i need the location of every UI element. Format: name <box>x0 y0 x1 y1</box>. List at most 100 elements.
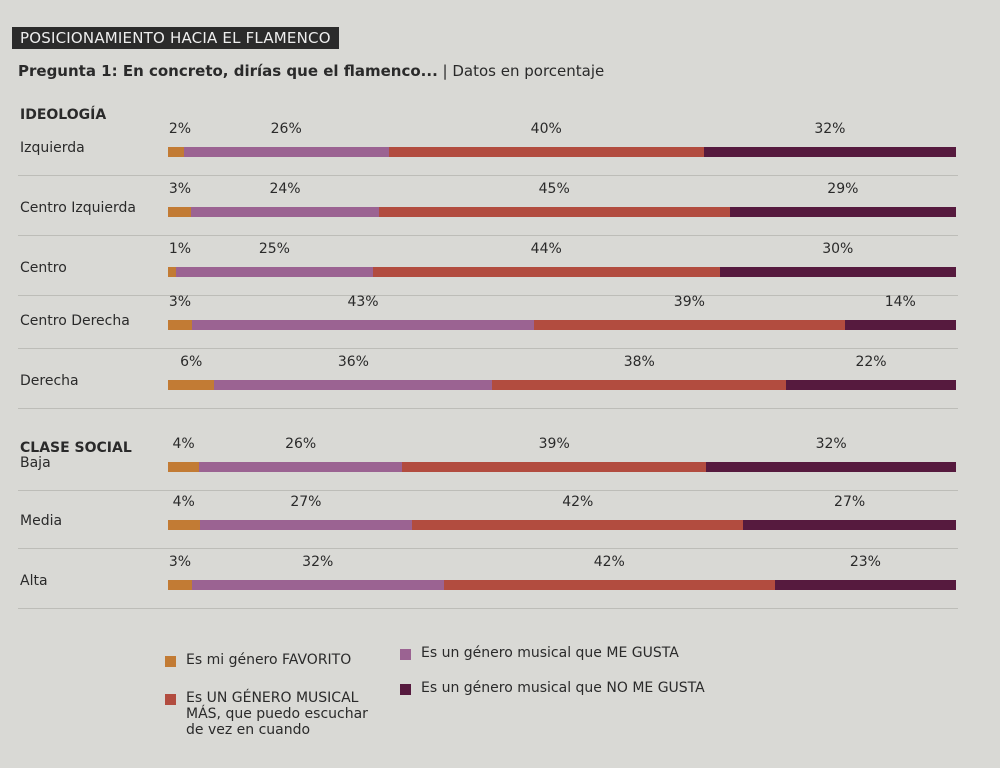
legend-label: Es un género musical que ME GUSTA <box>421 645 679 661</box>
stacked-bar <box>168 320 956 330</box>
data-label: 3% <box>168 181 192 197</box>
legend-label: Es mi género FAVORITO <box>186 652 352 668</box>
bar-segment <box>786 380 956 390</box>
stacked-bar <box>168 580 956 590</box>
legend-swatch <box>165 694 176 705</box>
bar-segment <box>372 267 720 277</box>
data-label: 4% <box>172 436 195 452</box>
data-label: 24% <box>269 181 301 197</box>
bar-segment <box>378 207 730 217</box>
row-separator <box>18 608 958 609</box>
bar-segment <box>534 320 845 330</box>
stacked-bar <box>168 380 956 390</box>
data-label: 32% <box>814 121 846 137</box>
data-label: 32% <box>815 436 847 452</box>
row-label: Derecha <box>20 373 79 389</box>
row-separator <box>18 408 958 409</box>
bar-segment <box>168 380 215 390</box>
bar-segment <box>743 520 956 530</box>
data-unit-note: | Datos en porcentaje <box>437 62 605 80</box>
stacked-bar <box>168 462 956 472</box>
legend-item: Es UN GÉNERO MUSICAL MÁS, que puedo escu… <box>165 690 386 738</box>
bar-segment <box>168 580 192 590</box>
stacked-bar <box>168 520 956 530</box>
data-label: 26% <box>270 121 302 137</box>
bar-segment <box>774 580 956 590</box>
data-label: 30% <box>822 241 854 257</box>
row-separator <box>18 175 958 176</box>
section-title: CLASE SOCIAL <box>20 440 132 456</box>
data-label: 6% <box>180 354 203 370</box>
row-separator <box>18 490 958 491</box>
bar-segment <box>402 462 707 472</box>
row-label: Centro Izquierda <box>20 200 136 216</box>
bar-segment <box>168 147 184 157</box>
data-label: 3% <box>168 294 192 310</box>
data-label: 14% <box>884 294 916 310</box>
row-label: Media <box>20 513 63 529</box>
data-label: 40% <box>530 121 562 137</box>
stacked-bar <box>168 147 956 157</box>
bar-segment <box>719 267 956 277</box>
legend-label: Es UN GÉNERO MUSICAL MÁS, que puedo escu… <box>186 690 368 738</box>
data-label: 42% <box>562 494 594 510</box>
stacked-bar <box>168 207 956 217</box>
bar-segment <box>191 580 444 590</box>
bar-segment <box>844 320 956 330</box>
data-label: 43% <box>347 294 379 310</box>
bar-segment <box>175 267 373 277</box>
bar-segment <box>388 147 704 157</box>
data-label: 45% <box>538 181 570 197</box>
row-separator <box>18 235 958 236</box>
row-separator <box>18 348 958 349</box>
data-label: 42% <box>593 554 625 570</box>
question-text: Pregunta 1: En concreto, dirías que el f… <box>18 62 438 80</box>
data-label: 2% <box>168 121 192 137</box>
data-label: 27% <box>290 494 322 510</box>
bar-segment <box>199 462 403 472</box>
bar-segment <box>168 267 176 277</box>
row-label: Centro Derecha <box>20 313 130 329</box>
section-title: IDEOLOGÍA <box>20 107 107 123</box>
row-label: Alta <box>20 573 48 589</box>
row-label: Baja <box>20 455 51 471</box>
bar-segment <box>191 207 379 217</box>
data-label: 36% <box>337 354 369 370</box>
data-label: 39% <box>673 294 705 310</box>
data-label: 44% <box>530 241 562 257</box>
data-label: 38% <box>623 354 655 370</box>
row-label: Centro <box>20 260 67 276</box>
row-separator <box>18 295 958 296</box>
legend-label: Es un género musical que NO ME GUSTA <box>421 680 705 696</box>
data-label: 32% <box>302 554 334 570</box>
bar-segment <box>703 147 956 157</box>
data-label: 27% <box>834 494 866 510</box>
bar-segment <box>191 320 535 330</box>
data-label: 39% <box>538 436 570 452</box>
bar-segment <box>214 380 493 390</box>
row-separator <box>18 548 958 549</box>
chart-subtitle: Pregunta 1: En concreto, dirías que el f… <box>18 62 604 80</box>
data-label: 26% <box>285 436 317 452</box>
chart-title: POSICIONAMIENTO HACIA EL FLAMENCO <box>12 27 339 49</box>
stacked-bar <box>168 267 956 277</box>
bar-segment <box>706 462 956 472</box>
data-label: 22% <box>855 354 887 370</box>
legend-swatch <box>165 656 176 667</box>
legend-item: Es un género musical que ME GUSTA <box>400 645 679 661</box>
bar-segment <box>168 520 200 530</box>
legend-swatch <box>400 684 411 695</box>
bar-segment <box>183 147 389 157</box>
bar-segment <box>412 520 744 530</box>
data-label: 1% <box>168 241 192 257</box>
row-label: Izquierda <box>20 140 85 156</box>
data-label: 29% <box>827 181 859 197</box>
bar-segment <box>199 520 413 530</box>
data-label: 4% <box>172 494 195 510</box>
bar-segment <box>492 380 787 390</box>
bar-segment <box>168 207 192 217</box>
legend-item: Es un género musical que NO ME GUSTA <box>400 680 705 696</box>
bar-segment <box>729 207 956 217</box>
legend-item: Es mi género FAVORITO <box>165 652 351 668</box>
bar-segment <box>443 580 775 590</box>
